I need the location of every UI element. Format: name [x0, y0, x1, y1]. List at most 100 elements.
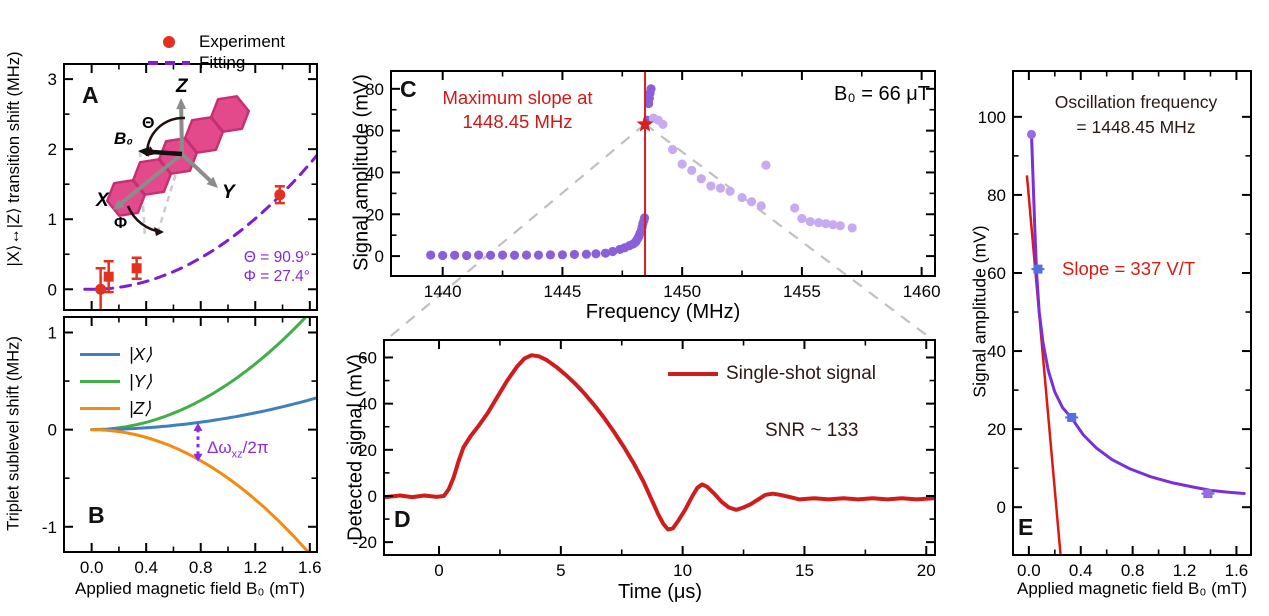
svg-text:80: 80 — [987, 186, 1006, 205]
svg-text:X: X — [95, 190, 110, 211]
panel-e-label: E — [1018, 514, 1034, 540]
svg-text:40: 40 — [358, 395, 377, 414]
legend-experiment-label: Experiment — [199, 31, 285, 51]
panel-b-legend: |X⟩ |Y⟩ |Z⟩ — [80, 341, 152, 422]
svg-text:Y: Y — [222, 182, 237, 203]
legend-row-state-y: |Y⟩ — [80, 368, 152, 395]
field-strength-annotation: B₀ = 66 μT — [834, 83, 930, 105]
panel-a-plot: 0 1 2 3 — [48, 63, 318, 311]
svg-text:2: 2 — [48, 140, 57, 159]
panel-b-x-axis-label: Applied magnetic field B₀ (mT) — [74, 579, 306, 598]
svg-text:-1: -1 — [42, 518, 57, 537]
svg-text:0.4: 0.4 — [134, 558, 158, 577]
svg-text:0.8: 0.8 — [1121, 561, 1145, 580]
svg-text:1.6: 1.6 — [1225, 561, 1249, 580]
panel-c-label: C — [400, 76, 417, 102]
legend-fitting-label: Fitting — [199, 52, 246, 72]
legend-row-experiment: Experiment — [148, 31, 285, 52]
svg-text:0: 0 — [48, 280, 57, 299]
svg-text:0.0: 0.0 — [1017, 561, 1041, 580]
state-y-line-swatch — [80, 379, 120, 384]
single-shot-line-swatch — [668, 372, 718, 376]
svg-text:0: 0 — [48, 421, 57, 440]
svg-text:3: 3 — [48, 70, 57, 89]
svg-text:5: 5 — [556, 561, 565, 580]
svg-text:0: 0 — [368, 487, 377, 506]
molecule-inset: Z Y X B₀ Θ Φ — [95, 76, 251, 239]
svg-text:1.6: 1.6 — [298, 558, 322, 577]
delta-omega-post: /2π — [242, 438, 269, 457]
theta-value: Θ = 90.9° — [243, 249, 310, 266]
svg-text:60: 60 — [365, 122, 384, 141]
panel-e-plot: 0.0 0.4 0.8 1.2 1.6 0 20 40 60 80 100 — [978, 70, 1252, 580]
svg-text:0.8: 0.8 — [189, 558, 213, 577]
legend-row-state-x: |X⟩ — [80, 341, 152, 368]
svg-text:Z: Z — [175, 76, 189, 97]
svg-text:1: 1 — [48, 210, 57, 229]
delta-omega-pre: Δω — [207, 438, 232, 457]
max-slope-line1: Maximum slope at — [442, 87, 593, 108]
svg-text:1460: 1460 — [903, 282, 941, 301]
svg-text:40: 40 — [365, 163, 384, 182]
svg-text:0.4: 0.4 — [1069, 561, 1093, 580]
delta-omega-sub: xz — [231, 448, 243, 461]
svg-text:0: 0 — [997, 498, 1006, 517]
panel-d-x-axis-label: Time (μs) — [617, 581, 703, 603]
svg-text:1450: 1450 — [663, 282, 701, 301]
svg-text:-20: -20 — [352, 533, 377, 552]
state-x-line-swatch — [80, 352, 120, 357]
panel-d-label: D — [394, 506, 411, 532]
panel-e-x-axis-label: Applied magnetic field B₀ (mT) — [1016, 579, 1248, 598]
svg-text:B₀: B₀ — [114, 129, 133, 148]
svg-text:40: 40 — [987, 342, 1006, 361]
svg-text:Φ: Φ — [114, 215, 127, 232]
panel-a-legend: Experiment Fitting — [148, 31, 285, 73]
panel-a-label: A — [82, 82, 99, 108]
legend-state-y-label: |Y⟩ — [129, 371, 153, 391]
panel-c-plot: 1440 1445 1450 1455 1460 0 20 40 60 80 — [365, 70, 941, 301]
slope-annotation: Slope = 337 V/T — [1062, 258, 1196, 279]
svg-text:1: 1 — [48, 324, 57, 343]
svg-text:15: 15 — [795, 561, 814, 580]
phi-value: Φ = 27.4° — [243, 268, 310, 285]
legend-state-z-label: |Z⟩ — [129, 398, 152, 418]
oscillation-frequency-line2: = 1448.45 MHz — [1076, 117, 1196, 137]
svg-text:Θ: Θ — [142, 115, 154, 132]
svg-text:1455: 1455 — [783, 282, 821, 301]
max-slope-line2: 1448.45 MHz — [462, 111, 573, 132]
panel-b-label: B — [88, 502, 105, 528]
fitting-line-swatch — [148, 60, 190, 65]
svg-text:20: 20 — [987, 420, 1006, 439]
panel-b-y-axis-label: Triplet sublevel shift (MHz) — [4, 336, 23, 531]
legend-state-x-label: |X⟩ — [129, 344, 153, 364]
svg-text:10: 10 — [673, 561, 692, 580]
svg-text:0.0: 0.0 — [80, 558, 104, 577]
svg-text:100: 100 — [978, 108, 1006, 127]
panel-a-y-axis-label: |X⟩↔|Z⟩ transition shift (MHz) — [5, 51, 23, 267]
legend-row-fitting: Fitting — [148, 52, 285, 73]
oscillation-frequency-line1: Oscillation frequency — [1054, 92, 1218, 112]
svg-text:60: 60 — [987, 264, 1006, 283]
panel-d-plot: 0 5 10 15 20 -20 0 20 40 60 — [352, 339, 936, 580]
state-z-line-swatch — [80, 406, 120, 411]
svg-text:0: 0 — [375, 247, 384, 266]
svg-text:1445: 1445 — [544, 282, 582, 301]
legend-single-shot-label: Single-shot signal — [726, 363, 876, 384]
svg-text:80: 80 — [365, 80, 384, 99]
legend-row-state-z: |Z⟩ — [80, 395, 152, 422]
max-slope-annotation: Maximum slope at 1448.45 MHz — [425, 86, 610, 134]
delta-omega-label: Δωxz/2π — [207, 438, 269, 460]
oscillation-frequency-annotation: Oscillation frequency = 1448.45 MHz — [1016, 90, 1256, 140]
svg-text:60: 60 — [358, 348, 377, 367]
snr-annotation: SNR ~ 133 — [765, 420, 859, 441]
panel-d-legend: Single-shot signal — [668, 363, 876, 385]
experiment-marker-swatch — [163, 35, 175, 48]
svg-text:1.2: 1.2 — [243, 558, 267, 577]
panel-a-angles-annotation: Θ = 90.9° Φ = 27.4° — [210, 248, 310, 286]
svg-text:0: 0 — [434, 561, 443, 580]
panel-b-plot: 0.0 0.4 0.8 1.2 1.6 -1 0 1 — [42, 316, 322, 577]
svg-text:20: 20 — [917, 561, 936, 580]
svg-text:1.2: 1.2 — [1173, 561, 1197, 580]
